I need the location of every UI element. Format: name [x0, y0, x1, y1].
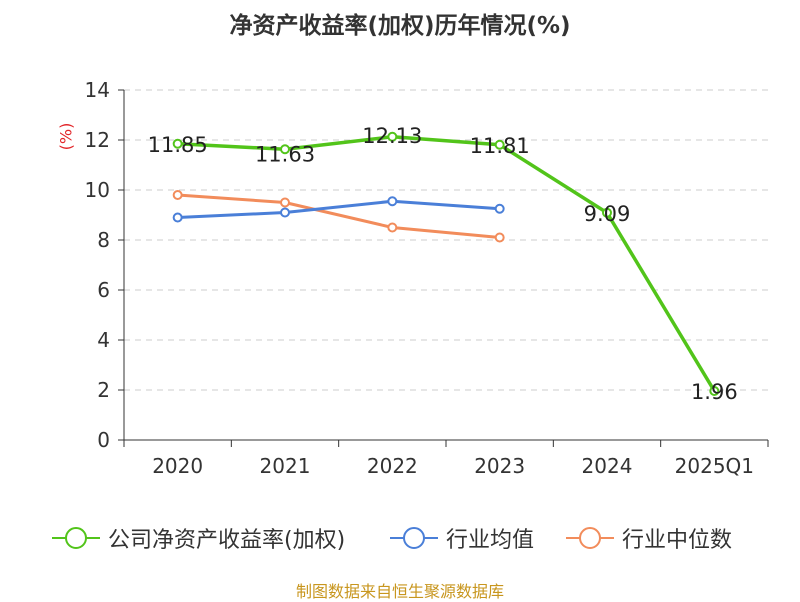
data-point: [387, 131, 398, 142]
data-point: [280, 197, 290, 208]
data-point: [494, 232, 505, 243]
y-tick-label: 14: [85, 78, 110, 102]
legend-item[interactable]: 公司净资产收益率(加权): [52, 518, 345, 558]
x-tick-label: 2022: [367, 454, 418, 478]
x-tick-label: 2020: [152, 454, 203, 478]
data-label: 11.81: [470, 134, 530, 158]
legend: 公司净资产收益率(加权) 行业均值 行业中位数: [0, 518, 800, 558]
legend-swatch-icon: [52, 526, 100, 550]
legend-item[interactable]: 行业中位数: [566, 518, 732, 558]
data-point: [280, 207, 290, 218]
y-tick-label: 8: [97, 228, 110, 252]
x-tick-label: 2024: [582, 454, 633, 478]
data-point: [602, 207, 612, 218]
legend-label: 行业中位数: [622, 528, 733, 553]
series-line: [177, 199, 500, 219]
legend-swatch-icon: [566, 526, 614, 550]
data-point: [494, 203, 505, 214]
y-tick-label: 10: [85, 178, 110, 202]
y-tick-label: 6: [97, 278, 110, 302]
data-point: [387, 222, 398, 233]
data-label: 11.85: [148, 133, 208, 157]
data-point: [280, 144, 290, 155]
legend-label: 公司净资产收益率(加权): [108, 528, 346, 553]
data-point: [709, 386, 720, 396]
data-label: 12.13: [362, 124, 422, 148]
x-tick-label: 2025Q1: [675, 454, 754, 478]
series-line: [177, 135, 716, 392]
y-tick-label: 12: [85, 128, 110, 152]
x-tick-label: 2021: [260, 454, 311, 478]
data-label: 9.09: [584, 202, 631, 226]
data-point: [172, 190, 183, 200]
chart-title: 净资产收益率(加权)历年情况(%): [229, 13, 571, 39]
y-tick-label: 0: [97, 428, 110, 452]
data-point: [172, 212, 183, 223]
data-label: 1.96: [691, 380, 738, 404]
data-point: [387, 196, 398, 207]
data-point: [172, 138, 183, 149]
x-tick-label: 2023: [474, 454, 525, 478]
legend-swatch-icon: [390, 526, 438, 550]
data-point: [494, 139, 505, 150]
series-line: [177, 193, 500, 239]
y-tick-label: 2: [97, 378, 110, 402]
legend-label: 行业均值: [446, 528, 535, 553]
data-label: 11.63: [255, 142, 315, 166]
legend-item[interactable]: 行业均值: [390, 518, 534, 558]
y-tick-label: 4: [97, 328, 110, 352]
source-note: 制图数据来自恒生聚源数据库: [295, 582, 504, 601]
